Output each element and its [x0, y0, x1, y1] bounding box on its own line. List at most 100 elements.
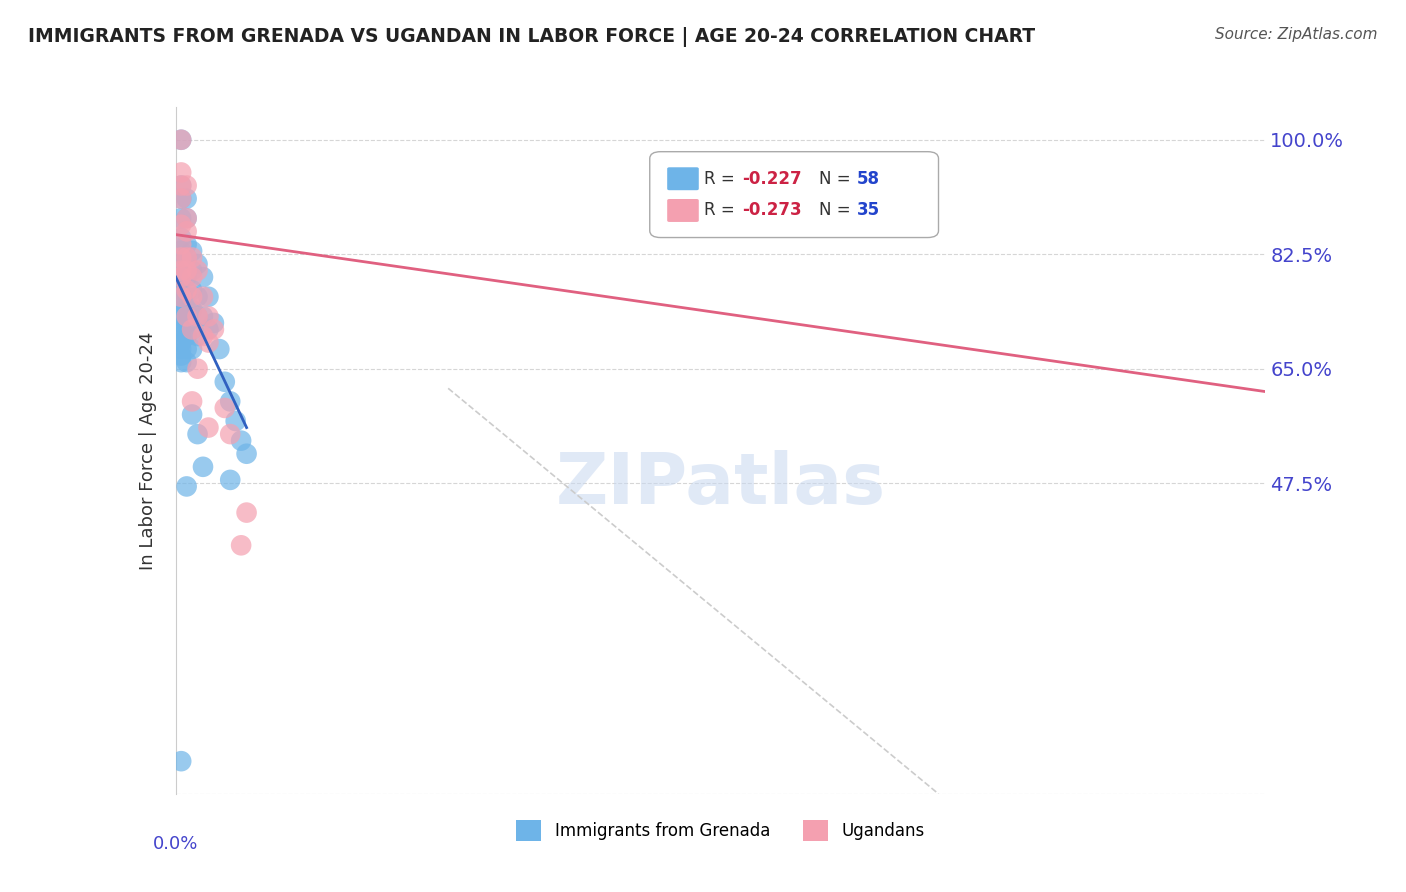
- Point: [197, 335, 219, 350]
- Point: [181, 322, 204, 336]
- Point: [170, 270, 193, 285]
- Point: [170, 310, 193, 324]
- Point: [186, 361, 209, 376]
- Point: [181, 270, 204, 285]
- Point: [170, 257, 193, 271]
- Point: [176, 211, 198, 226]
- Point: [186, 263, 209, 277]
- Point: [176, 342, 198, 356]
- Text: ZIPatlas: ZIPatlas: [555, 450, 886, 519]
- Point: [170, 244, 193, 258]
- Point: [186, 427, 209, 442]
- Point: [176, 237, 198, 252]
- Point: [170, 211, 193, 226]
- Point: [176, 355, 198, 369]
- Point: [170, 342, 193, 356]
- Point: [176, 224, 198, 238]
- Text: -0.227: -0.227: [742, 169, 801, 187]
- Point: [176, 302, 198, 317]
- Point: [170, 263, 193, 277]
- Point: [231, 538, 253, 552]
- Point: [181, 342, 204, 356]
- Point: [170, 316, 193, 330]
- Point: [170, 133, 193, 147]
- Point: [170, 133, 193, 147]
- Point: [176, 310, 198, 324]
- Point: [170, 290, 193, 304]
- Point: [170, 165, 193, 179]
- Point: [181, 290, 204, 304]
- Text: Source: ZipAtlas.com: Source: ZipAtlas.com: [1215, 27, 1378, 42]
- Point: [197, 420, 219, 434]
- Point: [191, 459, 214, 474]
- Point: [208, 342, 231, 356]
- Point: [170, 270, 193, 285]
- FancyBboxPatch shape: [668, 168, 699, 190]
- Point: [197, 310, 219, 324]
- Point: [235, 506, 257, 520]
- Text: R =: R =: [704, 202, 740, 219]
- Text: -0.273: -0.273: [742, 202, 801, 219]
- Point: [181, 283, 204, 297]
- Point: [176, 251, 198, 265]
- Point: [170, 231, 193, 245]
- Legend: Immigrants from Grenada, Ugandans: Immigrants from Grenada, Ugandans: [509, 814, 932, 847]
- Point: [170, 192, 193, 206]
- Point: [186, 329, 209, 343]
- Point: [170, 329, 193, 343]
- Point: [235, 447, 257, 461]
- Point: [176, 270, 198, 285]
- Point: [176, 329, 198, 343]
- Point: [170, 178, 193, 193]
- Text: 35: 35: [856, 202, 880, 219]
- Point: [219, 394, 242, 409]
- Point: [176, 479, 198, 493]
- Point: [181, 394, 204, 409]
- Text: R =: R =: [704, 169, 740, 187]
- Point: [181, 302, 204, 317]
- Text: N =: N =: [818, 169, 855, 187]
- Point: [225, 414, 247, 428]
- Point: [191, 290, 214, 304]
- Point: [170, 355, 193, 369]
- Point: [186, 310, 209, 324]
- Point: [191, 270, 214, 285]
- Point: [181, 244, 204, 258]
- Point: [170, 349, 193, 363]
- Point: [170, 322, 193, 336]
- Point: [214, 375, 236, 389]
- FancyBboxPatch shape: [650, 152, 939, 237]
- Point: [176, 211, 198, 226]
- Point: [219, 427, 242, 442]
- Y-axis label: In Labor Force | Age 20-24: In Labor Force | Age 20-24: [139, 331, 157, 570]
- Text: N =: N =: [818, 202, 855, 219]
- Text: 0.0%: 0.0%: [153, 835, 198, 853]
- Point: [202, 322, 225, 336]
- Point: [170, 296, 193, 310]
- Point: [170, 335, 193, 350]
- Point: [176, 316, 198, 330]
- Point: [170, 192, 193, 206]
- Point: [176, 178, 198, 193]
- Point: [176, 192, 198, 206]
- Point: [176, 283, 198, 297]
- Point: [176, 283, 198, 297]
- Point: [170, 290, 193, 304]
- FancyBboxPatch shape: [668, 199, 699, 222]
- Point: [191, 310, 214, 324]
- Point: [219, 473, 242, 487]
- Point: [197, 322, 219, 336]
- Point: [170, 251, 193, 265]
- Point: [170, 178, 193, 193]
- Point: [170, 754, 193, 768]
- Point: [231, 434, 253, 448]
- Point: [191, 329, 214, 343]
- Point: [186, 257, 209, 271]
- Point: [202, 316, 225, 330]
- Point: [181, 408, 204, 422]
- Point: [170, 218, 193, 232]
- Point: [181, 263, 204, 277]
- Text: 58: 58: [856, 169, 880, 187]
- Point: [170, 302, 193, 317]
- Point: [214, 401, 236, 415]
